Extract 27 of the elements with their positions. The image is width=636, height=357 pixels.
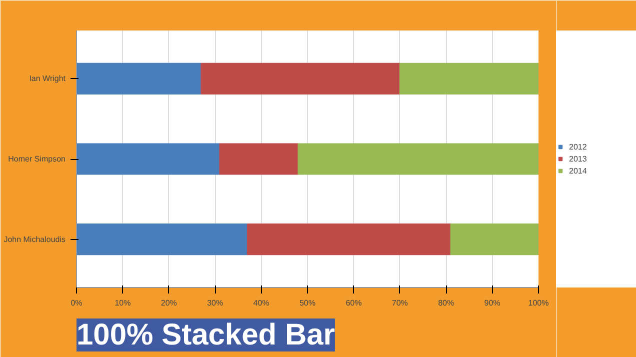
bar <box>200 62 400 94</box>
bar <box>76 224 248 256</box>
text: 100% Stacked Bar <box>76 318 336 352</box>
x-tick-label: 60% <box>346 298 362 308</box>
bar <box>246 224 452 256</box>
x-tick-label: 20% <box>160 298 177 308</box>
bar <box>450 224 538 256</box>
bar <box>76 62 202 94</box>
x-tick-label: 40% <box>253 298 270 308</box>
x-tick-label: 100% <box>528 298 549 308</box>
x-tick-label: 30% <box>207 298 224 308</box>
y-tick-label: Ian Wright <box>29 74 66 84</box>
x-tick-label: 10% <box>114 298 131 308</box>
legend-label: 2012 <box>569 142 588 151</box>
bar <box>399 62 538 94</box>
bar <box>298 143 538 175</box>
y-tick-label: Homer Simpson <box>8 154 66 164</box>
x-tick-label: 90% <box>484 298 500 308</box>
x-tick-label: 70% <box>392 298 408 308</box>
legend-label: 2013 <box>569 154 588 163</box>
bar <box>76 143 220 175</box>
legend-label: 2014 <box>569 166 588 175</box>
x-tick-label: 0% <box>70 298 82 308</box>
y-tick-label: John Michaloudis <box>4 234 66 244</box>
x-tick-label: 50% <box>299 298 316 308</box>
bar <box>219 143 299 175</box>
x-tick-label: 80% <box>438 298 454 308</box>
